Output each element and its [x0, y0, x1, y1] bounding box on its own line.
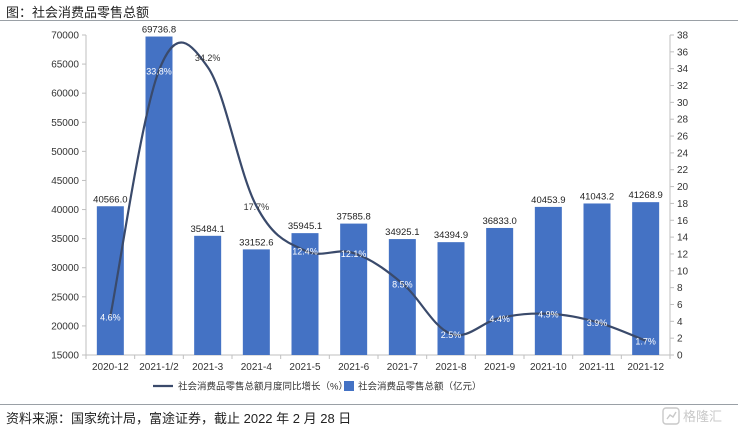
growth-value-label: 8.5%: [392, 279, 413, 289]
growth-value-label: 3.9%: [587, 318, 608, 328]
bar: [534, 206, 562, 355]
figure-title: 图：社会消费品零售总额: [6, 5, 150, 20]
source-note: 资料来源：国家统计局，富途证券，截止 2022 年 2 月 28 日: [6, 411, 352, 426]
x-axis-tick-label: 2021-10: [530, 362, 567, 373]
bar: [388, 239, 416, 355]
x-axis-tick-label: 2021-6: [338, 362, 370, 373]
bar-value-label: 41043.2: [580, 191, 614, 202]
bar-value-label: 34925.1: [385, 227, 419, 238]
right-axis-tick-label: 0: [677, 351, 683, 362]
bar: [486, 227, 514, 355]
x-axis-tick-label: 2021-7: [387, 362, 419, 373]
left-axis-tick-label: 55000: [51, 118, 79, 129]
right-axis-tick-label: 12: [677, 249, 689, 260]
legend-bar-label: 社会消费品零售总额（亿元）: [358, 381, 482, 393]
bar-value-label: 37585.8: [336, 212, 370, 223]
left-axis-tick-label: 30000: [51, 263, 79, 274]
bar: [583, 203, 611, 355]
chart-axes: 15000 20000 25000 30000 35000 40000 45000 50000…: [51, 31, 688, 374]
svg-text:格隆汇: 格隆汇: [683, 409, 722, 424]
x-axis-tick-label: 2021-8: [435, 362, 467, 373]
bar-value-label: 33152.6: [239, 237, 273, 248]
left-axis-tick-label: 40000: [51, 205, 79, 216]
left-axis-tick-label: 15000: [51, 351, 79, 362]
right-axis-tick-label: 10: [677, 266, 689, 277]
bar: [242, 249, 270, 355]
right-axis-tick-label: 32: [677, 81, 689, 92]
right-axis-tick-label: 2: [677, 334, 683, 345]
growth-value-label: 4.6%: [100, 312, 121, 322]
right-axis-tick-label: 14: [677, 233, 689, 244]
legend-bar-swatch: [344, 381, 354, 391]
growth-value-label: 4.4%: [489, 314, 510, 324]
chart-legend: 社会消费品零售总额月度同比增长（%） 社会消费品零售总额（亿元）: [153, 381, 482, 393]
growth-value-label: 1.7%: [635, 337, 656, 347]
bar-value-label: 69736.8: [142, 25, 176, 36]
bar-value-label: 35945.1: [288, 221, 322, 232]
x-axis-tick-label: 2021-9: [484, 362, 516, 373]
bar-value-labels: 40566.0 69736.8 35484.1 33152.6 35945.1 37585…: [93, 25, 663, 249]
x-axis-tick-label: 2021-3: [192, 362, 224, 373]
growth-value-label: 12.4%: [292, 247, 318, 257]
left-axis-tick-label: 45000: [51, 176, 79, 187]
right-axis-tick-label: 20: [677, 182, 689, 193]
right-axis-tick-label: 8: [677, 283, 683, 294]
bar-value-label: 41268.9: [628, 190, 662, 201]
right-axis-tick-label: 38: [677, 31, 689, 42]
bar: [632, 202, 660, 355]
bar: [145, 36, 173, 356]
growth-value-labels: 4.6% 33.8% 34.2% 17.7% 12.4% 12.1% 8.5% 2.5% 4.4…: [100, 53, 656, 347]
x-axis-tick-label: 2020-12: [92, 362, 129, 373]
left-axis-tick-label: 60000: [51, 89, 79, 100]
legend-line-label: 社会消费品零售总额月度同比增长（%）: [178, 381, 348, 393]
right-axis-tick-label: 4: [677, 317, 683, 328]
x-axis-tick-label: 2021-1/2: [139, 362, 179, 373]
growth-value-label: 12.1%: [341, 249, 367, 259]
bar-value-label: 36833.0: [482, 216, 516, 227]
left-axis-tick-label: 25000: [51, 292, 79, 303]
right-axis-tick-label: 26: [677, 132, 689, 143]
watermark-logo: 格隆汇: [662, 407, 722, 425]
right-axis-tick-label: 24: [677, 148, 689, 159]
right-axis-tick-label: 16: [677, 216, 689, 227]
bar: [96, 206, 124, 355]
right-axis-tick-label: 6: [677, 300, 683, 311]
top-rule: [0, 20, 738, 21]
right-axis-tick-label: 36: [677, 47, 689, 58]
bar: [194, 235, 222, 355]
bar-value-label: 34394.9: [434, 230, 468, 241]
growth-value-label: 17.7%: [244, 202, 270, 212]
x-axis-tick-label: 2021-5: [289, 362, 321, 373]
right-axis-tick-label: 22: [677, 165, 689, 176]
x-axis-tick-label: 2021-4: [241, 362, 273, 373]
growth-value-label: 33.8%: [146, 66, 172, 76]
left-axis-tick-label: 50000: [51, 147, 79, 158]
left-axis-tick-label: 35000: [51, 234, 79, 245]
bottom-rule: [0, 404, 738, 405]
growth-value-label: 34.2%: [195, 53, 221, 63]
bar-value-label: 40453.9: [531, 195, 565, 206]
growth-value-label: 2.5%: [441, 330, 462, 340]
growth-value-label: 4.9%: [538, 310, 559, 320]
chart: 15000 20000 25000 30000 35000 40000 45000 50000…: [51, 25, 688, 393]
bar-value-label: 35484.1: [190, 224, 224, 235]
right-axis-tick-label: 30: [677, 98, 689, 109]
growth-line: [109, 41, 647, 342]
right-axis-tick-label: 18: [677, 199, 689, 210]
left-axis-tick-label: 70000: [51, 31, 79, 42]
right-axis-tick-label: 34: [677, 64, 689, 75]
left-axis-tick-label: 65000: [51, 60, 79, 71]
bar-series: [96, 36, 660, 356]
x-axis-tick-label: 2021-11: [579, 362, 615, 373]
bar-value-label: 40566.0: [93, 194, 127, 205]
growth-line-series: [109, 41, 647, 342]
right-axis-tick-label: 28: [677, 115, 689, 126]
bar: [340, 223, 368, 355]
x-axis-tick-label: 2021-12: [627, 362, 664, 373]
left-axis-tick-label: 20000: [51, 321, 79, 332]
